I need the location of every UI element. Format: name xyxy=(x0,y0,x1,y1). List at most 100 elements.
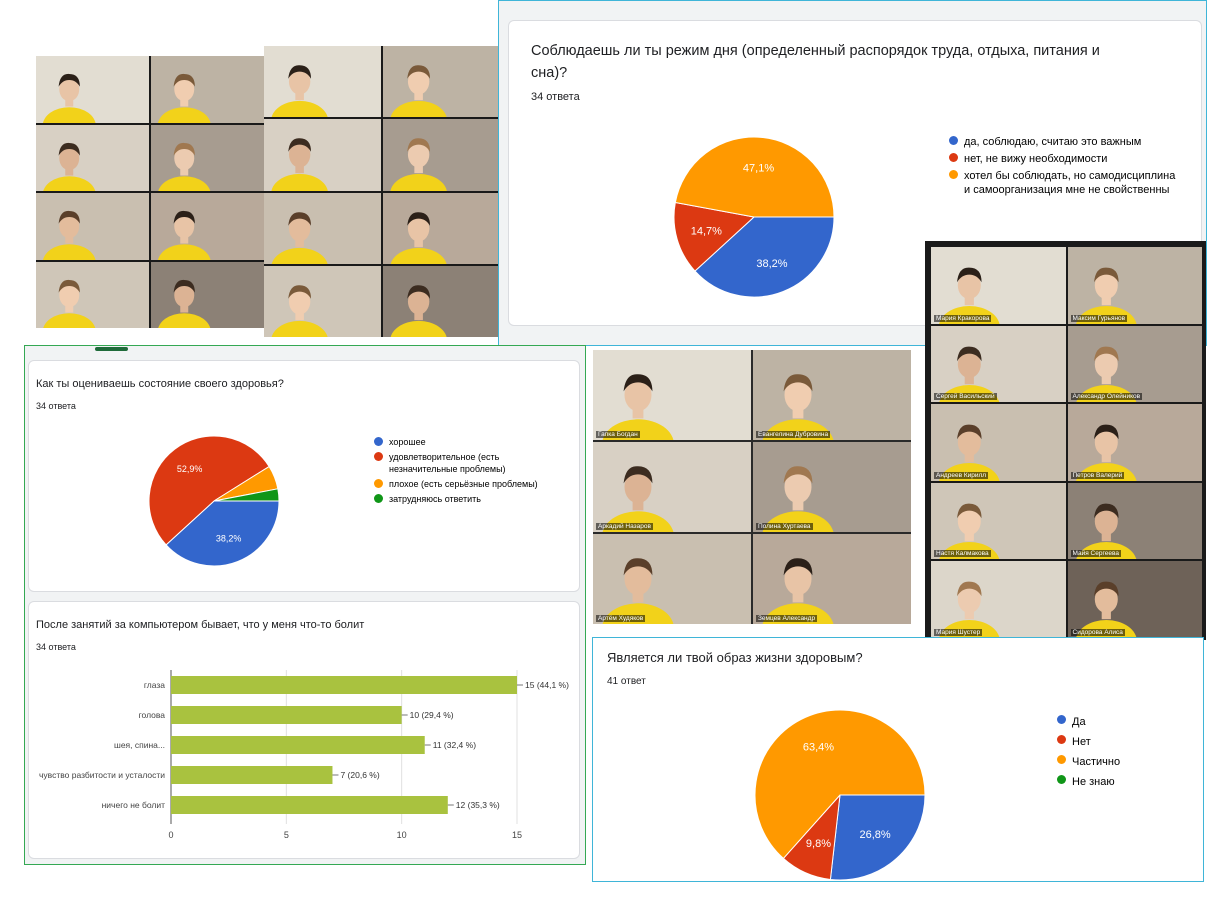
participant-tile xyxy=(36,56,149,123)
legend-label: Да xyxy=(1072,716,1086,728)
participant-tile xyxy=(151,56,264,123)
legend-label: да, соблюдаю, считаю это важным xyxy=(964,136,1142,148)
pie-slice xyxy=(148,435,270,546)
x-tick-label: 10 xyxy=(397,830,407,840)
participant-tile xyxy=(383,192,500,264)
participant-name: Андреев Кирилл xyxy=(934,471,989,479)
legend-label: плохое (есть серьёзные проблемы) xyxy=(389,479,538,489)
participant-tile xyxy=(383,119,500,191)
question-title: После занятий за компьютером бывает, что… xyxy=(36,619,365,631)
x-tick-label: 15 xyxy=(512,830,522,840)
pie-slice xyxy=(754,709,926,860)
participant-avatar xyxy=(390,284,447,337)
participant-avatar xyxy=(158,210,211,260)
pie-slice-label: 9,8% xyxy=(806,838,831,850)
pie-slice xyxy=(674,136,835,218)
participant-avatar xyxy=(1075,582,1136,638)
participant-avatar xyxy=(602,466,674,532)
legend-item: Не знаю xyxy=(1057,774,1187,791)
participant-avatar xyxy=(602,374,674,440)
participant-avatar xyxy=(939,267,1000,324)
pie-slice-label: 47,1% xyxy=(743,162,774,174)
participant-name: Артём Худяков xyxy=(596,615,646,622)
legend-item: удовлетворительное (есть незначительные … xyxy=(374,451,554,475)
card-pain: После занятий за компьютером бывает, что… xyxy=(28,601,580,859)
legend-swatch xyxy=(374,437,383,446)
legend-label: хотел бы соблюдать, но самодисциплина и … xyxy=(964,170,1176,196)
legend-swatch xyxy=(949,136,958,145)
participant-avatar xyxy=(43,73,96,123)
legend-label: хорошее xyxy=(389,437,426,447)
bar-data-label: 10 (29,4 %) xyxy=(410,710,454,720)
participant-avatar xyxy=(271,65,328,118)
pie-slice-label: 38,2% xyxy=(216,534,242,544)
participant-avatar xyxy=(271,138,328,191)
participant-avatar xyxy=(1075,346,1136,403)
bar xyxy=(171,706,402,724)
participant-tile xyxy=(264,119,381,191)
participant-avatar xyxy=(390,138,447,191)
video-grid-c: Гапка Богдан Евангелина Дубровина Аркади… xyxy=(593,350,911,624)
pie-slice xyxy=(694,216,835,298)
legend-swatch xyxy=(1057,735,1066,744)
legend-swatch xyxy=(949,153,958,162)
pie-slice-label: 63,4% xyxy=(803,742,834,754)
participant-tile xyxy=(264,192,381,264)
participant-name: Петров Валерий xyxy=(1070,471,1125,479)
participant-avatar xyxy=(43,279,96,328)
participant-avatar xyxy=(762,466,834,532)
legend-item: хотел бы соблюдать, но самодисциплина и … xyxy=(949,169,1179,197)
participant-tile: Мария Шустер xyxy=(931,561,1066,638)
pie-chart-health: 38,2% 52,9% xyxy=(148,435,280,567)
pie-slice xyxy=(165,500,280,567)
participant-name: Настя Калмакова xyxy=(934,550,991,558)
participant-name: Александр Олейников xyxy=(1070,393,1143,401)
participant-tile xyxy=(36,261,149,328)
response-count: 34 ответа xyxy=(36,401,76,411)
legend-label: удовлетворительное (есть незначительные … xyxy=(389,452,506,474)
participant-avatar xyxy=(43,142,96,191)
participant-avatar xyxy=(939,346,1000,403)
participant-tile: Сидорова Алиса xyxy=(1067,561,1202,638)
participant-tile: Настя Калмакова xyxy=(931,482,1066,560)
participant-avatar xyxy=(762,374,834,440)
participant-tile xyxy=(151,124,264,191)
participant-name: Полина Хуртаева xyxy=(756,523,813,530)
bar-chart-pain: 0 5 10 15 глаза 15 (44,1 %) голова 10 (29,4 %) ш… xyxy=(39,670,569,840)
participant-avatar xyxy=(390,211,447,264)
video-grid-d: Мария Кракорова Максим Гурьянов Сергей В… xyxy=(925,241,1206,640)
legend-swatch xyxy=(1057,715,1066,724)
participant-tile: Александр Олейников xyxy=(1067,325,1202,403)
question-title: Как ты оцениваешь состояние своего здоро… xyxy=(36,378,284,390)
pie-chart-regime: 38,2% 14,7% 47,1% xyxy=(673,136,835,298)
legend-item: Да xyxy=(1057,714,1187,731)
participant-name: Мария Кракорова xyxy=(934,314,992,322)
legend-label: затрудняюсь ответить xyxy=(389,494,481,504)
participant-tile: Полина Хуртаева xyxy=(753,442,911,532)
video-grid-a xyxy=(36,56,264,328)
legend-item: да, соблюдаю, считаю это важным xyxy=(949,135,1179,149)
participant-tile: Андреев Кирилл xyxy=(931,404,1066,481)
response-count: 34 ответа xyxy=(531,91,580,103)
participant-name: Аркадий Назаров xyxy=(596,523,653,530)
legend-health: хорошее удовлетворительное (есть незначит… xyxy=(374,436,554,508)
video-grid-b xyxy=(264,46,500,337)
legend-regime: да, соблюдаю, считаю это важным нет, не в… xyxy=(949,135,1179,200)
participant-tile xyxy=(264,46,381,118)
legend-swatch xyxy=(1057,755,1066,764)
legend-label: Нет xyxy=(1072,736,1091,748)
participant-avatar xyxy=(271,284,328,337)
card-health: Как ты оцениваешь состояние своего здоро… xyxy=(28,360,580,592)
participant-tile: Земцев Александр xyxy=(753,534,911,624)
participant-name: Евангелина Дубровина xyxy=(756,431,831,438)
pie-slice xyxy=(673,201,756,272)
y-category-label: ничего не болит xyxy=(102,800,166,810)
tab-indicator xyxy=(95,347,128,351)
y-category-label: шея, спина... xyxy=(114,740,165,750)
legend-item: плохое (есть серьёзные проблемы) xyxy=(374,478,554,490)
pie-slice xyxy=(829,794,926,881)
participant-tile xyxy=(36,124,149,191)
legend-swatch xyxy=(374,452,383,461)
bar xyxy=(171,766,333,784)
participant-name: Гапка Богдан xyxy=(596,431,640,438)
